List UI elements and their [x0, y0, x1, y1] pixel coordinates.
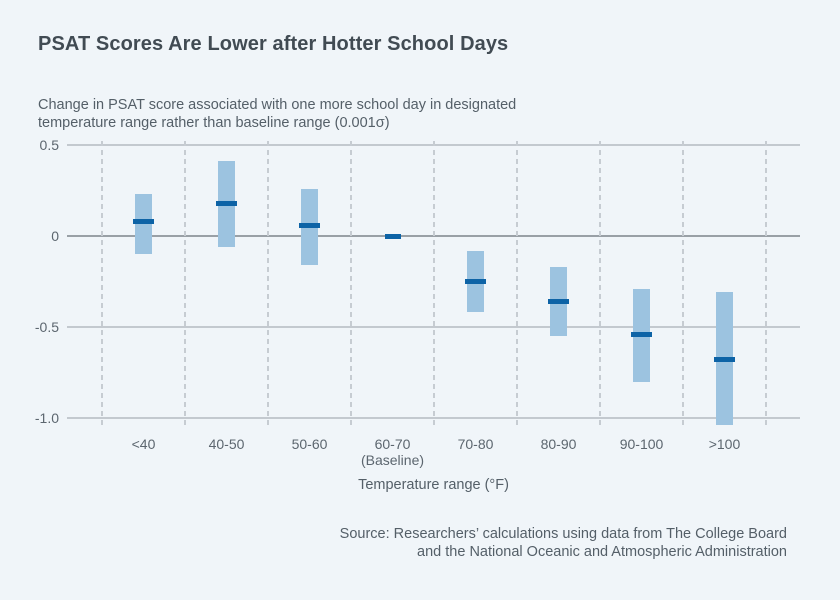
x-category-sublabel-text: (Baseline)	[360, 451, 425, 468]
category-separator-dashed-line	[516, 141, 518, 429]
confidence-interval-bar	[135, 194, 152, 255]
category-separator-dashed-line	[599, 141, 601, 429]
point-estimate-line	[548, 299, 569, 305]
source-note: Source: Researchers’ calculations using …	[227, 526, 787, 561]
x-category-label: 40-50	[185, 436, 269, 453]
x-category-label: <40	[102, 436, 186, 453]
y-tick-label: 0	[51, 228, 59, 244]
x-category-label: 60-70 (Baseline)	[351, 436, 435, 468]
x-category-label-text: 70-80	[457, 436, 494, 452]
x-category-label-text: 50-60	[291, 436, 328, 452]
x-category-label-text: <40	[131, 436, 156, 452]
point-estimate-line	[216, 200, 237, 206]
category-separator-dashed-line	[267, 141, 269, 429]
category-separator-dashed-line	[682, 141, 684, 429]
point-estimate-line	[631, 331, 652, 337]
x-category-label: 90-100	[600, 436, 684, 453]
chart-subtitle-line-1: Change in PSAT score associated with one…	[38, 97, 517, 113]
point-estimate-line	[714, 357, 735, 363]
x-category-label: 80-90	[517, 436, 601, 453]
point-estimate-line	[133, 218, 154, 224]
category-separator-dashed-line	[184, 141, 186, 429]
x-category-label: 50-60	[268, 436, 352, 453]
y-tick-label: 0.5	[39, 137, 59, 153]
x-category-label-text: >100	[708, 436, 741, 452]
chart-title: PSAT Scores Are Lower after Hotter Schoo…	[38, 33, 509, 55]
baseline-marker	[384, 233, 401, 239]
point-estimate-line	[465, 279, 486, 284]
category-separator-dashed-line	[433, 141, 435, 429]
category-separator-dashed-line	[101, 141, 103, 429]
y-tick-label: -1.0	[34, 410, 59, 426]
source-note-line-1: Source: Researchers’ calculations using …	[339, 526, 787, 542]
category-separator-dashed-line	[765, 141, 767, 429]
category-separator-dashed-line	[350, 141, 352, 429]
x-axis-title: Temperature range (°F)	[358, 477, 509, 493]
x-category-label-text: 90-100	[619, 436, 664, 452]
x-category-label-text: 60-70	[374, 436, 411, 452]
y-tick-label: -0.5	[34, 319, 59, 335]
source-note-line-2: and the National Oceanic and Atmospheric…	[417, 543, 787, 560]
chart-subtitle-line-2: temperature range rather than baseline r…	[38, 114, 390, 131]
chart-subtitle: Change in PSAT score associated with one…	[38, 97, 516, 132]
x-category-label: 70-80	[434, 436, 518, 453]
x-category-label: >100	[683, 436, 767, 453]
x-category-label-text: 80-90	[540, 436, 577, 452]
x-category-label-text: 40-50	[208, 436, 245, 452]
point-estimate-line	[299, 222, 320, 228]
